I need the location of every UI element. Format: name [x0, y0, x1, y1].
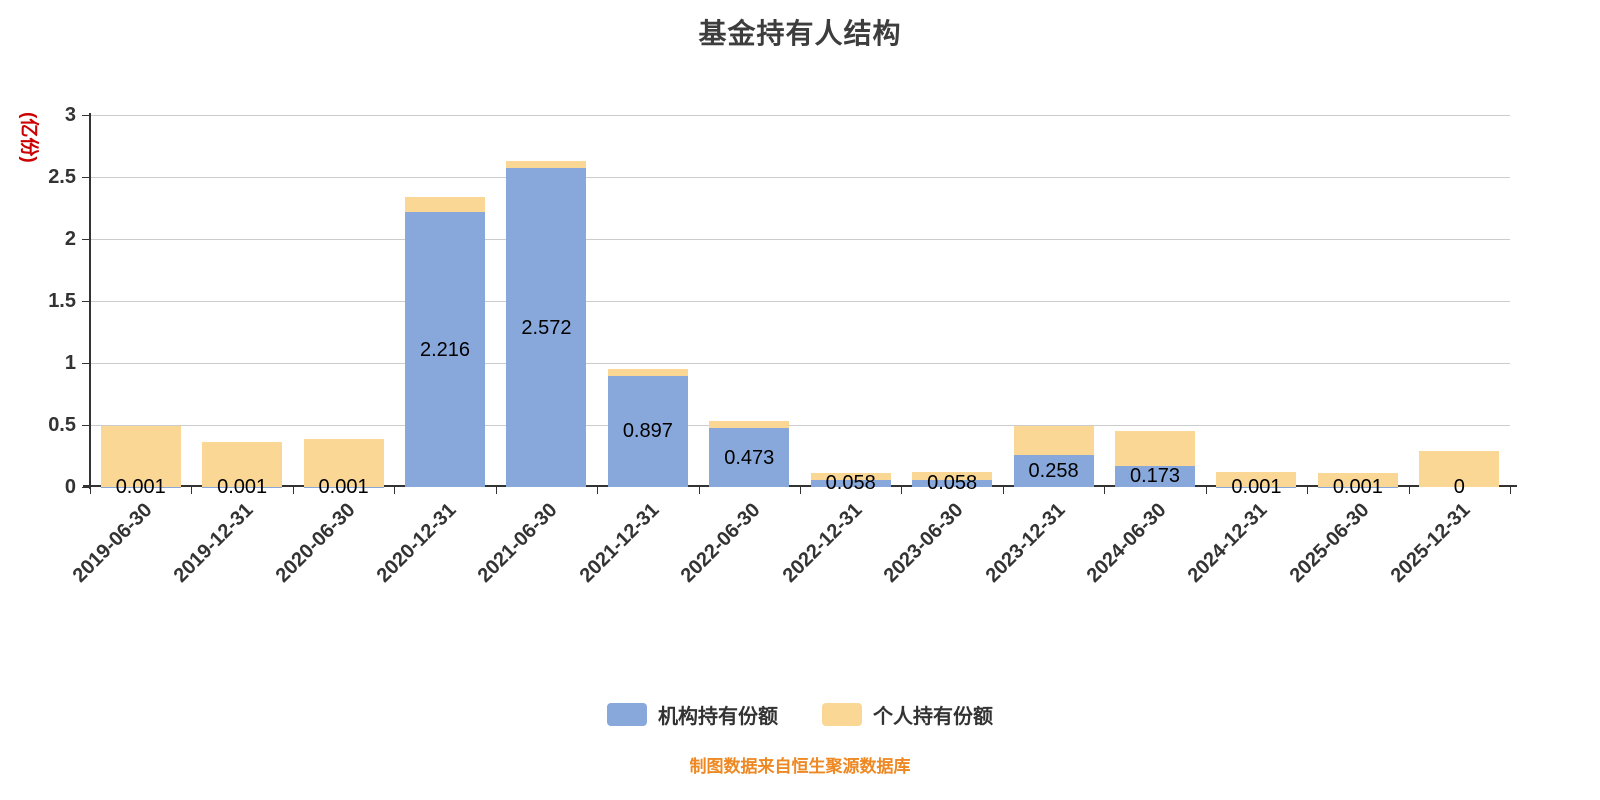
- y-tick-mark: [82, 487, 90, 488]
- legend: 机构持有份额 个人持有份额: [0, 700, 1600, 729]
- bar-segment-personal[interactable]: [1317, 473, 1398, 487]
- plot-area: 0 0.5 1 1.5 2 2.5 3 0.001 2019-06-30 0.001 2019-12…: [48, 104, 1517, 587]
- y-tick-mark: [82, 301, 90, 302]
- data-source-note: 制图数据来自恒生聚源数据库: [689, 757, 911, 776]
- bar-value-label: 0.001: [1231, 475, 1282, 498]
- bar-segment-personal[interactable]: [202, 442, 283, 487]
- x-tick-mark: [90, 487, 91, 494]
- bar-value-label: 2.216: [419, 338, 471, 361]
- legend-item[interactable]: 机构持有份额: [607, 700, 778, 729]
- bar-segment-institutional[interactable]: [912, 479, 993, 487]
- bar-value-label: 0.473: [724, 446, 775, 469]
- x-tick-mark: [1510, 487, 1511, 494]
- bar-value-label: 0.258: [1028, 460, 1079, 482]
- bar-segment-personal[interactable]: [303, 439, 384, 487]
- gridline: [90, 176, 1510, 178]
- bar-value-label: 0.001: [318, 475, 369, 498]
- bar-value-label: 2.572: [521, 316, 572, 339]
- x-tick-mark: [191, 487, 193, 494]
- x-tick-mark: [800, 487, 801, 494]
- x-tick-mark: [698, 487, 700, 494]
- bar-segment-personal[interactable]: [1419, 451, 1500, 487]
- y-tick-label: 3: [64, 104, 76, 126]
- bar-segment-personal[interactable]: [810, 472, 891, 480]
- x-axis-line: [83, 485, 1517, 487]
- bar-segment-personal[interactable]: [607, 368, 688, 376]
- y-tick-label: 1.5: [48, 290, 76, 312]
- gridline: [90, 114, 1510, 116]
- legend-item[interactable]: 个人持有份额: [822, 700, 993, 729]
- legend-label: 个人持有份额: [873, 706, 993, 728]
- bar-segment-personal[interactable]: [912, 471, 993, 480]
- x-tick-mark: [1408, 487, 1410, 494]
- x-tick-mark: [901, 487, 903, 494]
- bar-value-label: 0.897: [622, 420, 673, 443]
- bar-segment-personal[interactable]: [1013, 425, 1094, 455]
- bar-value-label: 0.058: [927, 472, 978, 495]
- y-tick-mark: [82, 115, 90, 116]
- gridline: [90, 300, 1510, 302]
- bar-segment-institutional[interactable]: [810, 479, 891, 487]
- gridline: [90, 362, 1510, 364]
- x-tick-mark: [597, 487, 599, 494]
- bar-segment-institutional[interactable]: [1115, 465, 1195, 487]
- x-tick-mark: [1104, 487, 1106, 494]
- bar-value-label: 0.001: [1332, 475, 1383, 498]
- bar-segment-institutional[interactable]: [506, 168, 587, 487]
- gridline: [90, 238, 1510, 240]
- y-tick-label: 2: [64, 228, 76, 250]
- bar-segment-personal[interactable]: [1216, 471, 1297, 487]
- y-tick-label: 0.5: [48, 414, 76, 436]
- legend-label: 机构持有份额: [658, 706, 778, 728]
- y-tick-label: 2.5: [48, 166, 76, 188]
- x-tick-mark: [495, 487, 497, 494]
- bar-segment-personal[interactable]: [506, 160, 587, 169]
- y-tick-label: 0: [64, 476, 76, 498]
- bar-segment-personal[interactable]: [709, 420, 790, 429]
- y-tick-mark: [82, 363, 90, 364]
- bar-value-label: 0.173: [1129, 465, 1181, 488]
- gridline: [90, 424, 1510, 426]
- bar-value-label: 0.058: [825, 472, 876, 495]
- bar-value-label: 0.001: [217, 475, 268, 498]
- bar-segment-personal[interactable]: [405, 197, 485, 213]
- bar-value-label: 0: [1453, 476, 1465, 498]
- bar-segment-institutional[interactable]: [1013, 455, 1094, 487]
- x-tick-mark: [1002, 487, 1004, 494]
- bar-segment-institutional[interactable]: [709, 428, 790, 487]
- bar-segment-institutional[interactable]: [405, 212, 485, 487]
- x-tick-mark: [1205, 487, 1207, 494]
- bar-segment-institutional[interactable]: [607, 375, 688, 487]
- bar-value-label: 0.001: [115, 475, 166, 498]
- legend-swatch: [822, 703, 862, 726]
- x-tick-mark: [292, 487, 294, 494]
- x-tick-mark: [1307, 487, 1309, 494]
- x-tick-mark: [394, 487, 396, 494]
- y-tick-mark: [82, 425, 90, 426]
- bar-segment-personal[interactable]: [100, 426, 181, 487]
- legend-swatch: [607, 703, 647, 726]
- y-axis-line: [89, 113, 91, 489]
- y-tick-mark: [82, 239, 90, 240]
- chart-title: 基金持有人结构: [698, 18, 902, 49]
- bar-segment-personal[interactable]: [1115, 430, 1195, 466]
- y-tick-label: 1: [64, 352, 76, 374]
- y-tick-mark: [82, 177, 90, 178]
